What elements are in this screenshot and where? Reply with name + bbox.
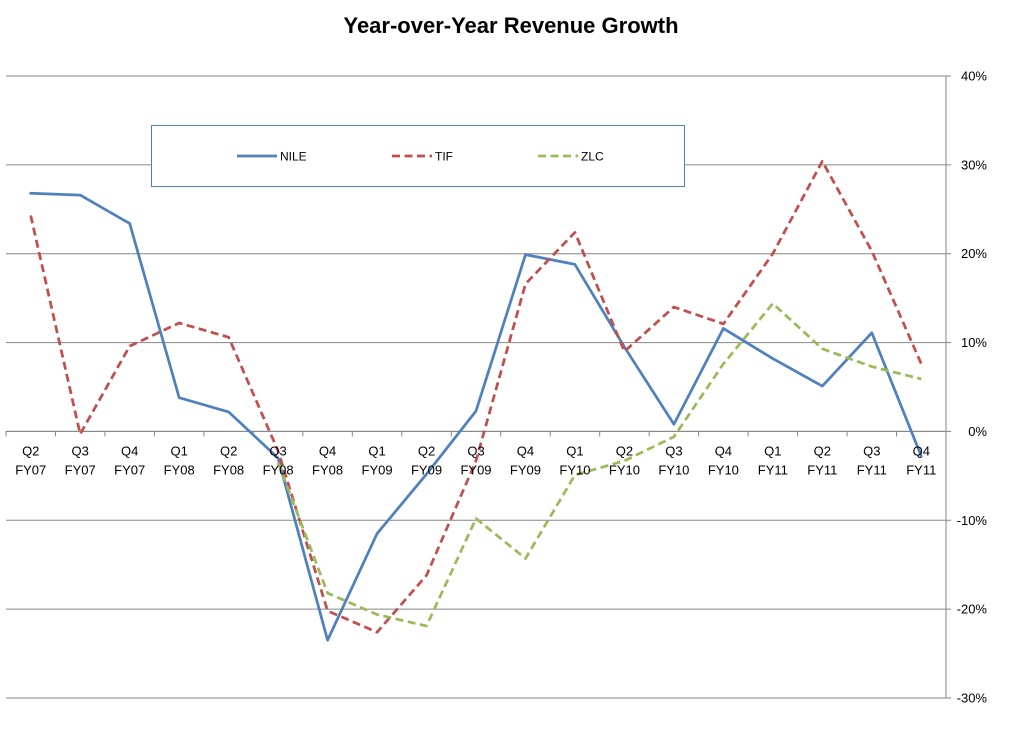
x-tick-label: Q3 FY07: [65, 443, 96, 477]
series-line-zlc: [276, 302, 922, 628]
x-tick-label: Q3 FY09: [460, 443, 491, 477]
x-tick-label: Q2 FY09: [411, 443, 442, 477]
legend-label-zlc: ZLC: [581, 150, 604, 164]
series-group: [29, 159, 923, 642]
x-tick-label: Q1 FY11: [758, 443, 788, 477]
y-tick-label: -30%: [957, 691, 988, 706]
y-tick-label: 10%: [961, 335, 987, 350]
legend-label-nile: NILE: [280, 150, 307, 164]
y-tick-label: 30%: [961, 157, 987, 172]
x-tick-label: Q4 FY07: [114, 443, 145, 477]
series-line-nile: [29, 191, 923, 642]
y-tick-label: 20%: [961, 246, 987, 261]
x-tick-label: Q2 FY11: [807, 443, 837, 477]
x-tick-label: Q4 FY11: [906, 443, 936, 477]
series-line-tif: [29, 159, 923, 634]
x-tick-label: Q4 FY08: [312, 443, 343, 477]
y-tick-label: 40%: [961, 69, 987, 84]
x-tick-label: Q4 FY10: [708, 443, 739, 477]
y-tick-label: -20%: [957, 602, 988, 617]
x-tick-label: Q1 FY10: [559, 443, 590, 477]
x-tick-label: Q1 FY08: [164, 443, 195, 477]
legend: NILE TIF ZLC: [151, 125, 685, 187]
x-tick-label: Q1 FY09: [362, 443, 393, 477]
x-tick-label: Q3 FY10: [658, 443, 689, 477]
legend-label-tif: TIF: [435, 150, 453, 164]
x-tick-label: Q2 FY10: [609, 443, 640, 477]
y-tick-label: 0%: [968, 424, 987, 439]
x-tick-label: Q3 FY08: [263, 443, 294, 477]
chart-title: Year-over-Year Revenue Growth: [343, 13, 679, 38]
x-tick-label: Q2 FY07: [15, 443, 46, 477]
x-tick-label: Q2 FY08: [213, 443, 244, 477]
y-tick-label: -10%: [957, 513, 988, 528]
x-tick-label: Q3 FY11: [857, 443, 887, 477]
x-tick-label: Q4 FY09: [510, 443, 541, 477]
